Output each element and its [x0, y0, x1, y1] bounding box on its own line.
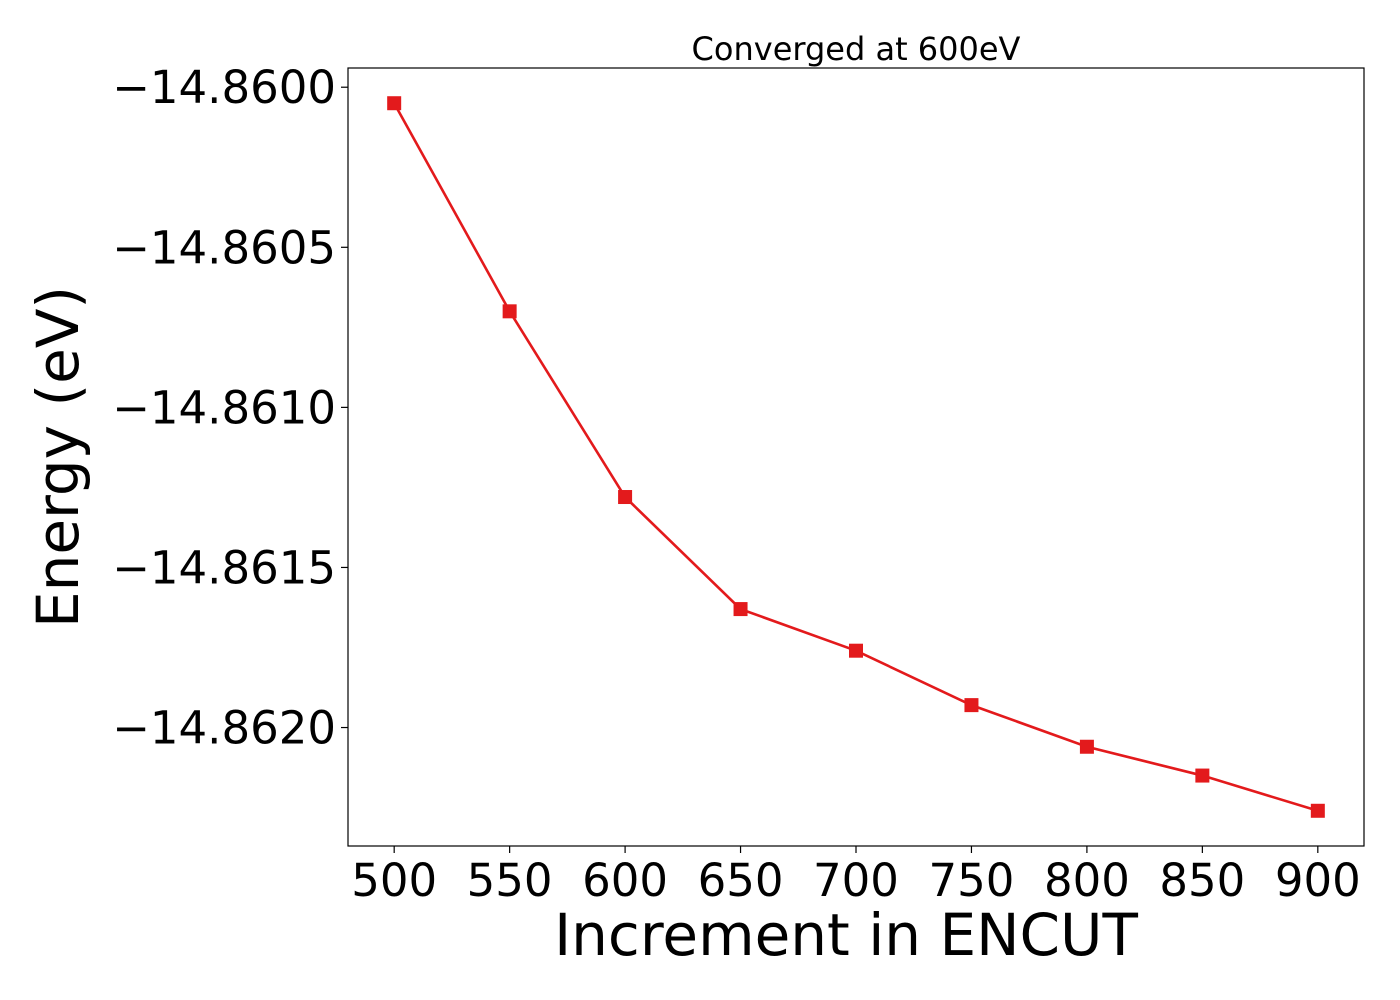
- x-tick-label: 650: [698, 854, 784, 907]
- y-tick-label: −14.8615: [112, 541, 336, 594]
- data-point-marker: [1195, 768, 1210, 783]
- x-tick-label: 550: [467, 854, 553, 907]
- x-tick-label: 900: [1275, 854, 1361, 907]
- y-tick-label: −14.8620: [112, 702, 336, 755]
- data-point-marker: [964, 698, 979, 713]
- data-point-marker: [618, 490, 633, 505]
- x-tick-label: 700: [813, 854, 899, 907]
- x-tick-label: 500: [351, 854, 437, 907]
- x-tick-label: 750: [929, 854, 1015, 907]
- y-tick-label: −14.8605: [112, 221, 336, 274]
- data-point-marker: [733, 602, 748, 617]
- x-tick-label: 600: [582, 854, 668, 907]
- y-axis: −14.8600 −14.8605 −14.8610 −14.8615 −14.8620: [112, 61, 348, 755]
- data-point-marker: [849, 643, 863, 658]
- plot-area: [348, 68, 1364, 846]
- data-point-marker: [1079, 739, 1094, 754]
- x-tick-label: 800: [1044, 854, 1130, 907]
- y-axis-label: Energy (eV): [24, 286, 92, 628]
- data-point-marker: [387, 96, 402, 111]
- chart-title: Converged at 600eV: [692, 30, 1021, 68]
- plot-frame: [347, 67, 1365, 847]
- y-tick-label: −14.8610: [112, 381, 336, 434]
- data-point-marker: [1310, 803, 1325, 818]
- y-tick-label: −14.8600: [112, 61, 336, 114]
- x-axis-label: Increment in ENCUT: [554, 901, 1138, 969]
- x-tick-label: 850: [1159, 854, 1245, 907]
- series-layer: [387, 96, 1325, 818]
- data-point-marker: [502, 304, 517, 319]
- x-axis: 500 550 600 650 700 750 800 850 900: [351, 846, 1361, 907]
